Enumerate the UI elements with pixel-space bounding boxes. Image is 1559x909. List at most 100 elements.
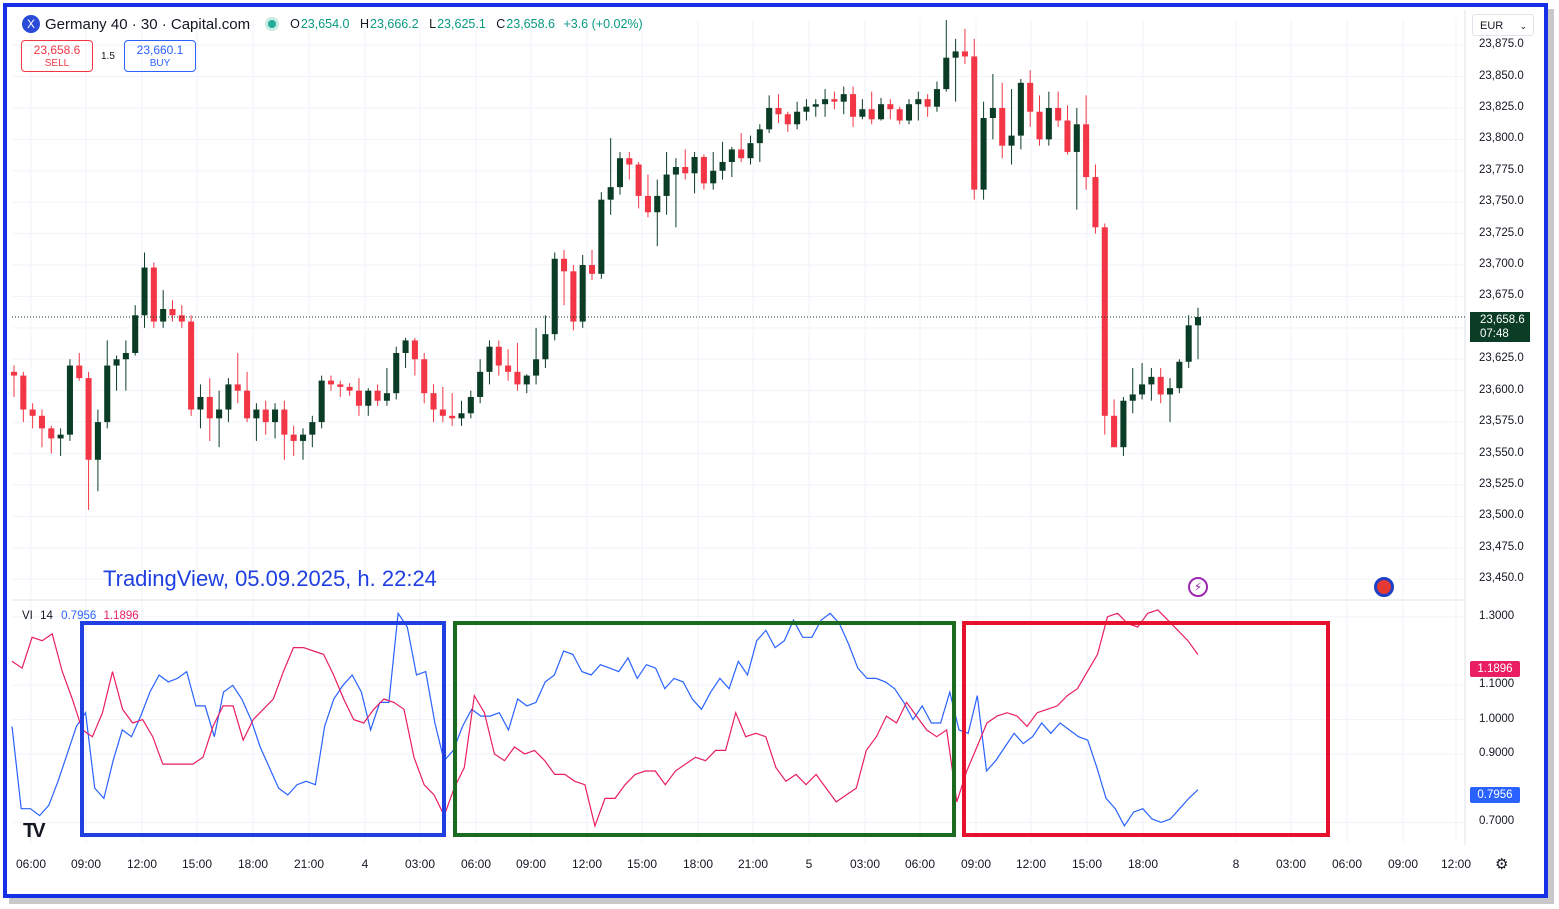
candle-body [644,195,651,213]
time-axis-label: 06:00 [15,857,47,871]
highlight-box-green [453,621,956,837]
candle-body [952,51,959,58]
candle-body [1073,124,1080,152]
time-axis-label: 03:00 [404,857,436,871]
time-axis-label: 5 [805,857,813,871]
candle-body [999,107,1006,146]
indicator-vi-minus: 1.1896 [103,610,139,622]
candle-body [374,390,381,401]
candle-body [272,409,279,423]
candle-body [169,309,176,316]
time-axis-label: 06:00 [460,857,492,871]
candle-body [1055,107,1062,121]
time-axis-label: 12:00 [1440,857,1472,871]
candle-body [505,365,512,372]
candle-body [551,258,558,335]
ohlc-change-value: +3.6 (+0.02%) [563,17,643,31]
candle-body [1045,107,1052,140]
candle-body [495,346,502,366]
candle-body [178,315,185,322]
globe-icon[interactable] [1374,577,1394,597]
vi-axis-label: 1.3000 [1479,609,1515,622]
candle-body [579,265,586,322]
candle-body [766,107,773,130]
candle-body [486,346,493,372]
candle-body [94,422,101,460]
candle-body [76,365,83,379]
candle-body [449,415,456,419]
candle-body [933,89,940,107]
price-axis-label: 23,825.0 [1479,100,1524,113]
symbol-title[interactable]: Germany 40 · 30 · Capital.com [45,15,251,33]
candle-body [1120,400,1127,448]
currency-value: EUR [1480,20,1504,32]
candle-body [943,57,950,90]
indicator-legend[interactable]: VI 14 0.7956 1.1896 [22,610,139,622]
candle-body [327,380,335,385]
price-axis-label: 23,525.0 [1479,477,1524,490]
gear-icon[interactable]: ⚙ [1495,856,1509,873]
candle-body [1017,82,1024,136]
candle-body [206,396,213,419]
price-axis-label: 23,775.0 [1479,163,1524,176]
time-axis-label: 06:00 [904,857,936,871]
price-axis-label: 23,750.0 [1479,195,1524,208]
sell-button[interactable]: 23,658.6 SELL [21,40,93,72]
candle-body [1148,376,1155,385]
candle-body [803,106,810,112]
candle-body [393,352,400,394]
candle-body [458,413,465,419]
candle-body [542,334,549,360]
candle-body [626,158,633,165]
candle-body [1101,227,1108,416]
ohlc-open-value: 23,654.0 [300,17,350,31]
market-open-indicator [268,20,277,28]
candle-body [1129,394,1136,401]
candle-body [188,321,195,410]
buy-button[interactable]: 23,660.1 BUY [124,40,196,72]
price-axis-label: 23,625.0 [1479,352,1524,365]
candle-body [1036,111,1043,140]
candle-body [887,104,894,110]
lightning-icon[interactable]: ⚡ [1188,577,1208,597]
candle-body [877,104,885,120]
time-axis-label: 15:00 [181,857,213,871]
candle-body [980,118,987,190]
highlight-box-blue [80,621,446,837]
ohlc-readout: O23,654.0 H23,666.2 L23,625.1 C23,658.6 … [290,17,644,31]
candle-body [318,380,325,423]
last-price-tag: 23,658.6 07:48 [1470,312,1530,342]
price-axis-label: 23,550.0 [1479,446,1524,459]
candle-body [113,359,120,366]
candle-body [38,415,45,429]
vi-plus-tag: 0.7956 [1470,787,1520,803]
candle-body [1008,135,1015,146]
candle-body [66,365,73,435]
time-axis-label: 15:00 [626,857,658,871]
candle-body [1139,384,1146,395]
candle-body [1176,361,1183,389]
candle-body [691,156,698,174]
candle-body [896,109,903,121]
time-axis-label: 12:00 [1015,857,1047,871]
ohlc-low-value: 23,625.1 [437,17,486,31]
tradingview-logo-icon: TV [23,820,45,842]
candle-body [1157,376,1164,395]
candle-body [523,375,530,385]
currency-select[interactable]: EUR ⌄ [1472,14,1534,36]
buy-price: 23,660.1 [136,43,184,57]
candle-body [682,167,689,174]
candle-body [355,390,362,406]
candle-body [10,371,18,376]
ohlc-low-label: L [429,17,437,31]
candle-body [20,375,27,410]
candle-body [616,158,624,188]
screenshot-caption: TradingView, 05.09.2025, h. 22:24 [103,566,437,591]
symbol-header[interactable]: X Germany 40 · 30 · Capital.com O23,654.… [22,14,644,34]
candle-body [971,56,978,190]
candle-body [402,340,409,353]
candle-body [439,409,446,416]
candle-body [197,396,204,410]
candle-body [1083,124,1090,178]
